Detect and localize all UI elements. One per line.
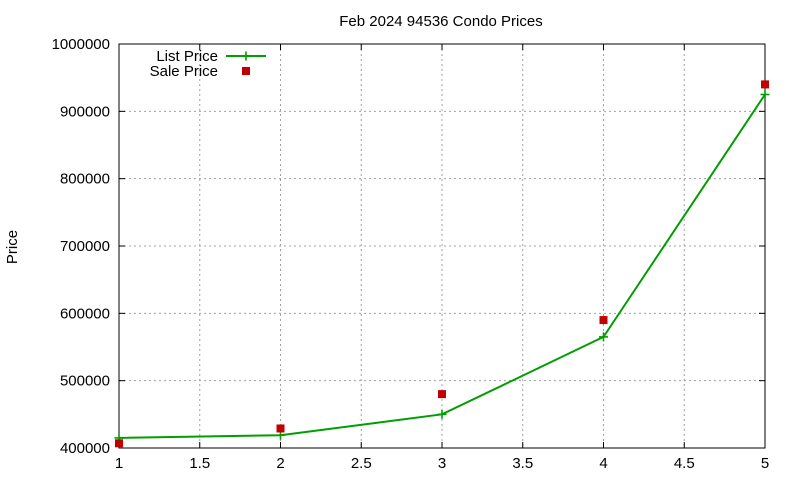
y-axis-label: Price: [4, 230, 21, 264]
y-tick-label: 400000: [60, 440, 110, 457]
x-tick-label: 2: [276, 455, 284, 472]
x-tick-label: 3.5: [512, 455, 533, 472]
x-tick-label: 1.5: [189, 455, 210, 472]
legend-entry: Sale Price: [150, 63, 250, 80]
x-tick-label: 1: [115, 455, 123, 472]
chart-title: Feb 2024 94536 Condo Prices: [339, 13, 542, 30]
x-tick-label: 2.5: [351, 455, 372, 472]
sale-price-point: [599, 316, 608, 325]
sale-price-point: [761, 80, 769, 89]
y-tick-label: 900000: [60, 103, 110, 120]
legend-square-swatch: [242, 67, 250, 75]
y-tick-label: 600000: [60, 305, 110, 322]
legend-entry: List Price: [156, 48, 266, 65]
x-tick-label: 3: [438, 455, 446, 472]
data-series: [114, 80, 770, 448]
legend-label: Sale Price: [150, 63, 218, 80]
list-price-point: [437, 409, 447, 419]
sale-price-point: [115, 439, 123, 448]
x-tick-label: 4.5: [674, 455, 695, 472]
series-1: [115, 80, 769, 448]
y-tick-label: 1000000: [52, 36, 110, 53]
grid-lines: [119, 44, 765, 448]
series-line: [118, 93, 766, 439]
y-tick-label: 700000: [60, 238, 110, 255]
list-price-point: [760, 90, 770, 99]
sale-price-point: [438, 390, 446, 399]
y-tick-label: 800000: [60, 171, 110, 188]
legend-label: List Price: [156, 48, 218, 65]
sale-price-point: [276, 424, 285, 433]
y-tick-label: 500000: [60, 373, 110, 390]
x-tick-label: 4: [599, 455, 607, 472]
list-price-point: [599, 332, 608, 342]
x-tick-label: 5: [761, 455, 769, 472]
axis-ticks: 1 1.5 2 2.5 3 3.5 4 4.5 5 400000 500000 600000 70000…: [52, 36, 770, 472]
legend-cross-swatch: [241, 51, 251, 61]
